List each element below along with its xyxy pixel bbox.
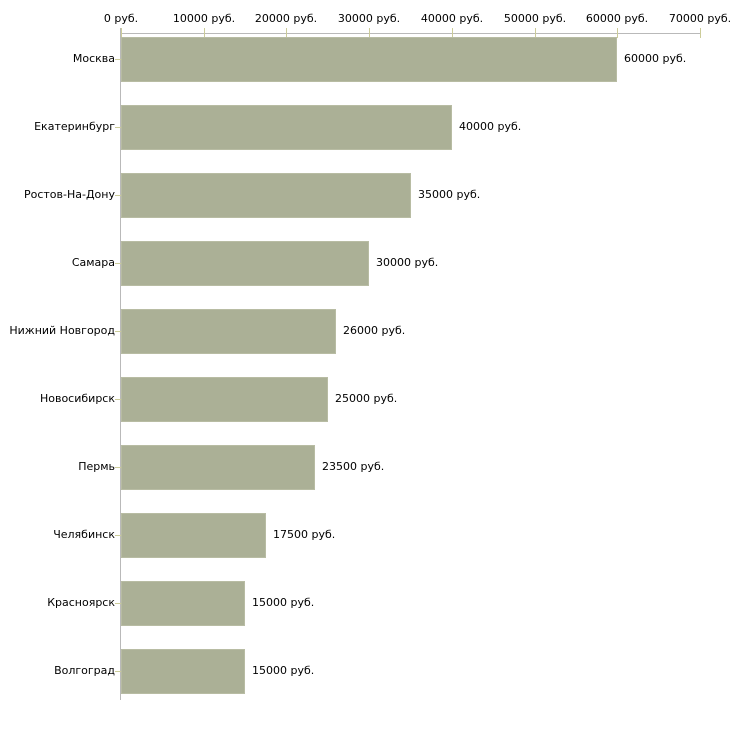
y-axis-line [120,28,121,700]
bar [121,37,617,82]
category-tick [115,331,121,332]
x-axis-tick [121,28,122,38]
category-tick [115,671,121,672]
category-tick [115,127,121,128]
category-label: Екатеринбург [34,120,115,133]
category-label: Пермь [78,460,115,473]
x-axis-tick-label: 40000 руб. [420,12,484,25]
value-label: 30000 руб. [376,256,439,269]
bar [121,377,328,422]
value-label: 15000 руб. [252,596,315,609]
x-axis-tick-label: 0 руб. [103,12,139,25]
category-tick [115,535,121,536]
category-tick [115,603,121,604]
x-axis-tick-label: 20000 руб. [254,12,318,25]
bar [121,241,369,286]
value-label: 40000 руб. [459,120,522,133]
value-label: 15000 руб. [252,664,315,677]
category-label: Новосибирск [39,392,115,405]
bar [121,649,245,694]
category-label: Самара [71,256,115,269]
value-label: 60000 руб. [624,52,687,65]
bar [121,581,245,626]
x-axis-tick [369,28,370,38]
value-label: 35000 руб. [418,188,481,201]
bar [121,445,315,490]
category-label: Ростов-На-Дону [23,188,115,201]
x-axis-tick [617,28,618,38]
category-label: Волгоград [54,664,115,677]
value-label: 26000 руб. [343,324,406,337]
x-axis-tick [700,28,701,38]
x-axis-tick-label: 30000 руб. [337,12,401,25]
x-axis-tick [535,28,536,38]
category-tick [115,195,121,196]
x-axis-tick [204,28,205,38]
x-axis-line [121,33,701,34]
category-label: Челябинск [53,528,115,541]
category-label: Москва [72,52,115,65]
x-axis-tick-label: 60000 руб. [585,12,649,25]
category-label: Красноярск [47,596,115,609]
category-tick [115,59,121,60]
bar [121,105,452,150]
category-tick [115,263,121,264]
value-label: 25000 руб. [335,392,398,405]
category-tick [115,399,121,400]
bar [121,173,411,218]
value-label: 23500 руб. [322,460,385,473]
x-axis-tick-label: 50000 руб. [503,12,567,25]
x-axis-tick [452,28,453,38]
bar [121,309,336,354]
value-label: 17500 руб. [273,528,336,541]
category-tick [115,467,121,468]
x-axis-tick-label: 70000 руб. [668,12,730,25]
bar [121,513,266,558]
x-axis-tick [286,28,287,38]
x-axis-tick-label: 10000 руб. [172,12,236,25]
category-label: Нижний Новгород [9,324,115,337]
